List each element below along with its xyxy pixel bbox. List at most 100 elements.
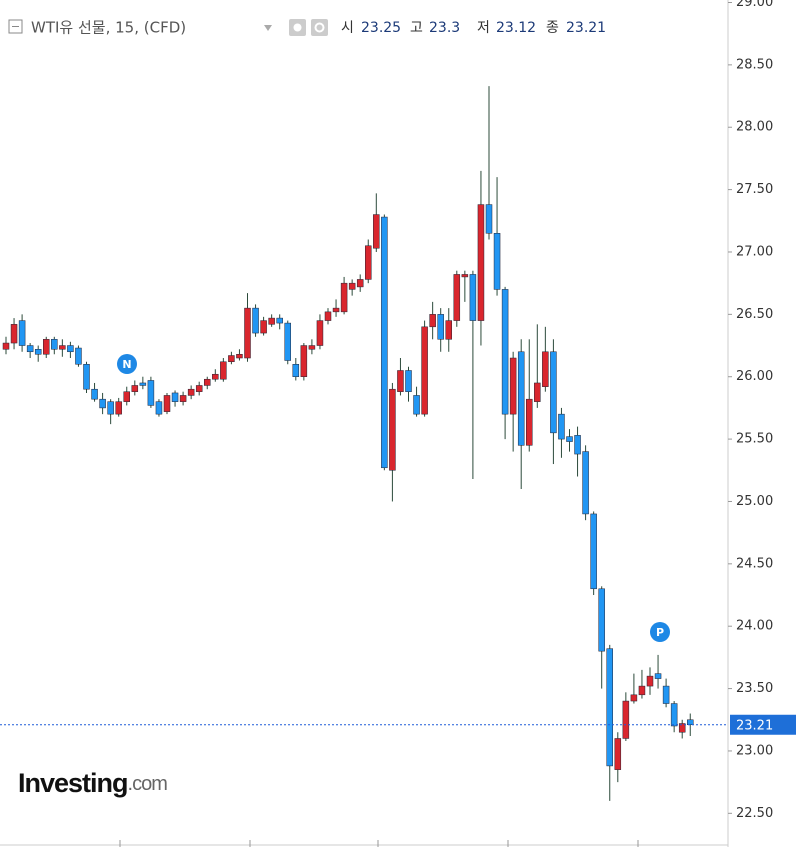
candle-body <box>276 317 283 324</box>
candle-body <box>389 388 396 471</box>
logo-main: Investing <box>18 768 128 798</box>
ohlc-label: 시 <box>341 20 354 36</box>
candle-body <box>654 673 662 679</box>
candle-body <box>284 322 291 361</box>
candle-body <box>606 648 613 767</box>
logo: Investing.com <box>18 768 167 798</box>
candle-body <box>260 320 267 334</box>
candle-body <box>429 314 436 328</box>
candle-body <box>678 723 686 733</box>
candle-body <box>670 703 678 727</box>
y-tick-label: 22.50 <box>736 806 773 821</box>
y-tick-label: 24.50 <box>736 556 773 571</box>
candle-body <box>445 320 452 340</box>
ohlc-value: 23.21 <box>566 20 606 36</box>
candle-body <box>534 382 541 402</box>
y-tick-label: 29.00 <box>736 0 773 10</box>
y-tick-label: 25.00 <box>736 494 773 509</box>
candle-body <box>509 357 517 415</box>
candle-body <box>566 436 573 442</box>
candle-body <box>236 354 243 359</box>
candle-body <box>83 363 90 390</box>
candle-body <box>630 694 638 702</box>
y-tick-label: 23.00 <box>736 743 773 758</box>
candle-body <box>638 685 646 696</box>
candle-body <box>59 345 66 350</box>
candle-body <box>558 413 565 440</box>
candle-body <box>300 345 308 377</box>
settings-icon-gear <box>314 22 325 33</box>
candle-body <box>131 385 139 392</box>
eye-icon-pupil <box>293 23 302 32</box>
y-tick-label: 28.50 <box>736 57 773 72</box>
candle-body <box>598 588 605 652</box>
candle-body <box>413 395 420 415</box>
candle-body <box>542 351 549 387</box>
candle-body <box>204 378 211 386</box>
candle-body <box>171 392 179 402</box>
candle-body <box>26 345 34 353</box>
candle-body <box>574 435 581 455</box>
dropdown-arrow[interactable] <box>264 25 272 31</box>
candle-body <box>373 214 380 249</box>
candle-body <box>461 274 469 278</box>
candle-body <box>590 513 597 590</box>
ohlc-value: 23.25 <box>361 20 401 36</box>
candle-body <box>493 233 501 290</box>
candle-body <box>10 324 18 344</box>
candle-body <box>43 339 50 355</box>
candle-body <box>662 685 670 704</box>
ohlc-value: 23.3 <box>429 20 460 36</box>
candle-body <box>646 675 654 687</box>
candle-body <box>381 216 388 469</box>
y-tick-label: 26.50 <box>736 307 773 322</box>
candle-body <box>421 326 428 415</box>
candle-body <box>582 451 589 515</box>
candle-body <box>107 401 114 415</box>
last-price-label: 23.21 <box>736 718 773 733</box>
y-tick-label: 28.00 <box>736 120 773 135</box>
candle-body <box>2 342 10 350</box>
candle-body <box>308 345 316 350</box>
candle-body <box>485 204 493 234</box>
ohlc-label: 저 <box>477 20 490 36</box>
collapse-icon[interactable] <box>8 19 23 34</box>
candle-body <box>187 388 195 396</box>
annotation-marker[interactable] <box>117 354 137 374</box>
settings-icon[interactable] <box>311 19 328 36</box>
candle-body <box>405 370 412 392</box>
candle-body <box>687 719 694 726</box>
candle-body <box>75 347 82 365</box>
chart-title: WTI유 선물, 15, (CFD) <box>31 19 186 37</box>
candle-body <box>622 700 630 739</box>
last-price-box <box>730 714 796 735</box>
annotation-text: N <box>122 358 131 371</box>
candle-body <box>67 345 74 353</box>
candle-body <box>348 282 356 290</box>
candle-body <box>139 382 147 386</box>
candle-body <box>477 204 485 321</box>
candle-body <box>453 274 461 321</box>
candle-body <box>163 395 171 412</box>
y-tick-label: 26.00 <box>736 369 773 384</box>
candle-body <box>397 370 404 392</box>
candle-body <box>195 385 203 392</box>
candle-body <box>99 398 106 409</box>
annotation-marker[interactable] <box>650 622 670 642</box>
candle-body <box>34 349 42 355</box>
candle-body <box>356 279 364 288</box>
candle-body <box>469 274 477 321</box>
candle-body <box>91 388 98 400</box>
candle-body <box>155 401 163 415</box>
ohlc-value: 23.12 <box>496 20 536 36</box>
ohlc-label: 고 <box>410 20 423 36</box>
candle-body <box>220 361 227 380</box>
candle-body <box>316 320 324 346</box>
candle-body <box>252 307 259 334</box>
candle-body <box>228 355 235 363</box>
candle-body <box>115 401 122 415</box>
y-tick-label: 27.50 <box>736 182 773 197</box>
candle-body <box>550 351 557 434</box>
